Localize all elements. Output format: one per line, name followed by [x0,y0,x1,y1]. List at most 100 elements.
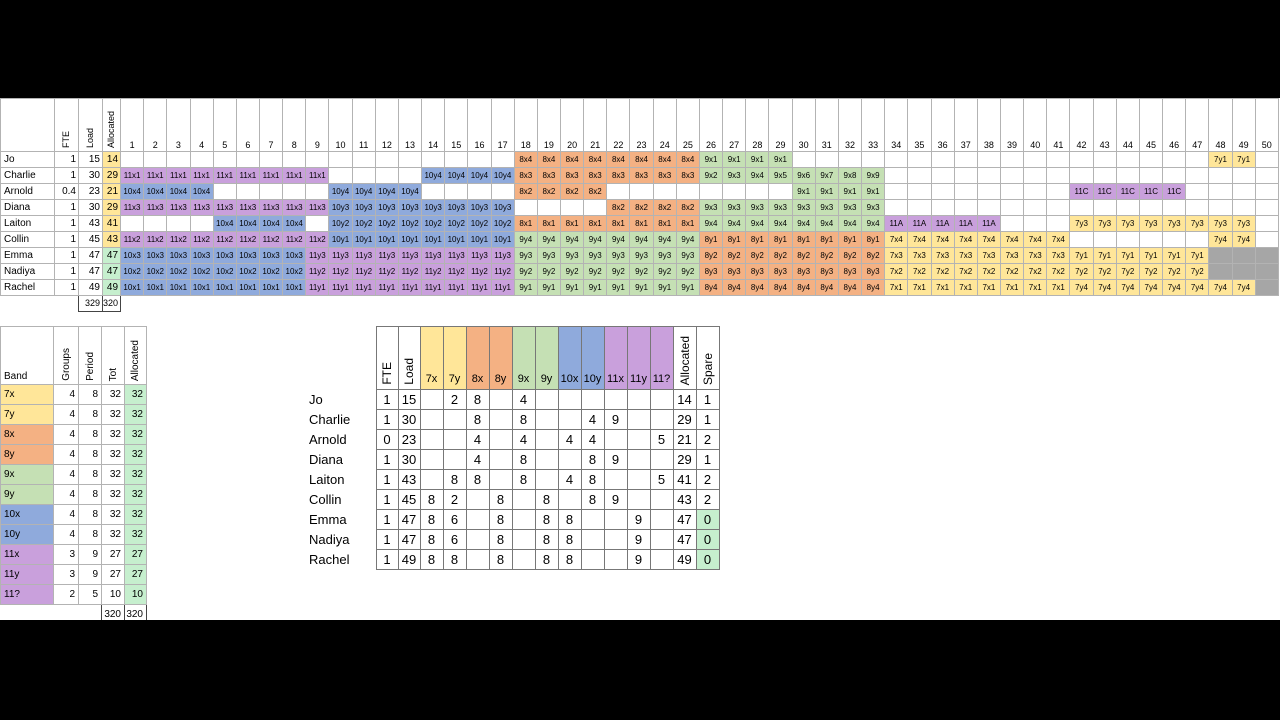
timetable-cell[interactable]: 8y4 [745,279,770,296]
band-name[interactable]: 9x [0,464,54,485]
tot-cell[interactable]: 32 [101,524,125,545]
fte-cell[interactable]: 1 [54,199,79,216]
period-header[interactable]: 6 [235,98,260,152]
period-header[interactable]: 15 [444,98,469,152]
summary-band-cell[interactable]: 5 [649,429,674,450]
summary-band-header[interactable]: 8y [488,326,513,390]
timetable-cell[interactable]: 9y2 [536,263,562,280]
timetable-cell[interactable] [953,151,978,168]
summary-band-header[interactable]: 8x [465,326,490,390]
timetable-cell[interactable] [976,183,1001,200]
timetable-cell[interactable]: 11C [1115,183,1140,200]
allocated-cell[interactable]: 43 [101,231,122,248]
timetable-cell[interactable]: 7y2 [1162,263,1187,280]
timetable-cell[interactable]: 9x4 [791,215,816,232]
teacher-name[interactable]: Charlie [0,167,55,184]
timetable-cell[interactable]: 9x4 [837,215,863,232]
timetable-cell[interactable]: 10y2 [490,215,515,232]
period-header[interactable]: 16 [467,98,492,152]
period-header[interactable]: 45 [1138,98,1164,152]
timetable-cell[interactable] [351,167,376,184]
timetable-cell[interactable]: 8y2 [698,247,724,264]
period-header[interactable]: 39 [999,98,1025,152]
period-cell[interactable]: 5 [78,584,102,605]
timetable-cell[interactable]: 10x4 [120,183,145,200]
timetable-cell[interactable]: 8x1 [629,215,654,232]
timetable-cell[interactable]: 8x2 [629,199,654,216]
timetable-cell[interactable]: 7y4 [1138,279,1164,296]
summary-teacher-name[interactable]: Diana [309,452,343,467]
timetable-cell[interactable]: 11y1 [444,279,469,296]
timetable-cell[interactable] [606,183,631,200]
period-header[interactable]: 22 [606,98,631,152]
summary-spare-cell[interactable]: 0 [695,529,720,550]
timetable-cell[interactable]: 8y1 [722,231,747,248]
timetable-cell[interactable]: 10y1 [467,231,492,248]
timetable-cell[interactable]: 9y2 [652,263,677,280]
summary-fte-cell[interactable]: 0 [375,429,399,450]
summary-teacher-name[interactable]: Jo [309,392,323,407]
load-header[interactable]: Load [78,98,103,152]
period-header-col[interactable]: Period [78,326,102,385]
timetable-cell[interactable]: 10x4 [189,183,214,200]
groups-cell[interactable]: 4 [53,524,79,545]
band-name[interactable]: 7x [0,384,54,405]
period-header[interactable]: 49 [1231,98,1256,152]
summary-band-cell[interactable] [511,489,536,510]
timetable-cell[interactable]: 7y4 [1092,279,1117,296]
timetable-cell[interactable]: 9y3 [652,247,677,264]
groups-cell[interactable]: 4 [53,404,79,425]
period-header[interactable]: 14 [421,98,446,152]
timetable-cell[interactable]: 7y2 [1138,263,1164,280]
allocated-cell[interactable]: 49 [101,279,122,296]
timetable-cell[interactable]: 7y1 [1138,247,1164,264]
timetable-cell[interactable]: 7y2 [1069,263,1094,280]
summary-band-cell[interactable] [626,489,651,510]
timetable-cell[interactable]: 10y3 [328,199,353,216]
timetable-cell[interactable]: 9y3 [513,247,538,264]
summary-spare-cell[interactable]: 2 [695,489,720,510]
timetable-cell[interactable]: 9y1 [652,279,677,296]
timetable-cell[interactable] [1185,151,1210,168]
period-cell[interactable]: 8 [78,404,102,425]
timetable-cell[interactable]: 7x2 [884,263,909,280]
period-header[interactable]: 26 [698,98,724,152]
timetable-cell[interactable]: 7y4 [1185,279,1210,296]
timetable-cell[interactable]: 11C [1162,183,1187,200]
summary-load-cell[interactable]: 43 [397,469,421,490]
timetable-cell[interactable]: 9x4 [768,215,793,232]
timetable-cell[interactable] [930,183,955,200]
timetable-cell[interactable]: 7y3 [1138,215,1164,232]
timetable-cell[interactable]: 10y4 [421,167,446,184]
timetable-cell[interactable]: 10x4 [212,215,237,232]
timetable-cell[interactable]: 9y1 [513,279,538,296]
timetable-cell[interactable] [1069,167,1094,184]
fte-cell[interactable]: 0.4 [54,183,79,200]
timetable-cell[interactable]: 9y3 [536,247,562,264]
timetable-cell[interactable]: 10x3 [282,247,307,264]
timetable-cell[interactable]: 9x1 [698,151,724,168]
timetable-cell[interactable]: 10y4 [328,183,353,200]
period-header[interactable]: 30 [791,98,816,152]
timetable-cell[interactable]: 11y1 [467,279,492,296]
summary-band-cell[interactable] [534,449,559,470]
timetable-cell[interactable]: 8y4 [861,279,886,296]
timetable-cell[interactable]: 8y4 [837,279,863,296]
timetable-cell[interactable] [1254,263,1279,280]
timetable-cell[interactable]: 10x2 [166,263,191,280]
period-header[interactable]: 28 [745,98,770,152]
timetable-cell[interactable]: 7x2 [1023,263,1048,280]
timetable-cell[interactable]: 10x1 [120,279,145,296]
timetable-cell[interactable]: 10y3 [397,199,423,216]
timetable-cell[interactable] [1231,199,1256,216]
timetable-cell[interactable]: 11y1 [421,279,446,296]
timetable-cell[interactable]: 8x2 [583,183,608,200]
timetable-cell[interactable] [1046,183,1071,200]
timetable-cell[interactable] [166,151,191,168]
timetable-cell[interactable]: 11A [953,215,978,232]
timetable-cell[interactable]: 7x1 [930,279,955,296]
band-name[interactable]: 11? [0,584,54,605]
summary-allocated-cell[interactable]: 41 [672,469,697,490]
load-cell[interactable]: 43 [78,215,103,232]
summary-load-cell[interactable]: 47 [397,509,421,530]
